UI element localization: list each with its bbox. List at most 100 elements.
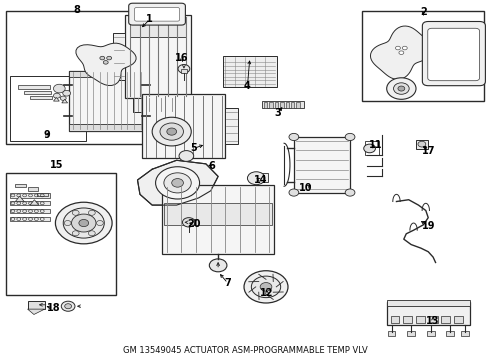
Polygon shape [370, 26, 432, 79]
Circle shape [88, 231, 95, 236]
Circle shape [345, 134, 355, 140]
Bar [37, 193, 48, 196]
Bar [225, 108, 238, 144]
Circle shape [103, 60, 108, 64]
Bar [294, 137, 350, 193]
Text: 17: 17 [421, 145, 435, 156]
Circle shape [289, 134, 299, 140]
Bar [296, 102, 300, 108]
Circle shape [387, 78, 416, 99]
Bar [291, 102, 294, 108]
Text: 13: 13 [426, 316, 440, 325]
Circle shape [179, 150, 194, 161]
Bar [69, 71, 145, 131]
Circle shape [289, 189, 299, 196]
Text: 2: 2 [420, 7, 427, 17]
Bar [416, 316, 425, 323]
Circle shape [364, 144, 375, 153]
Circle shape [63, 208, 104, 238]
Text: 7: 7 [224, 278, 231, 288]
Bar [184, 219, 196, 225]
Circle shape [178, 64, 190, 73]
Circle shape [53, 93, 60, 98]
Circle shape [53, 84, 65, 93]
Circle shape [152, 117, 191, 146]
Circle shape [79, 220, 89, 226]
Bar [24, 91, 51, 94]
Circle shape [182, 218, 195, 227]
Bar [461, 331, 469, 336]
Text: 1: 1 [147, 14, 153, 24]
Bar [10, 201, 49, 206]
Circle shape [398, 86, 405, 91]
Bar [362, 12, 485, 101]
Text: 14: 14 [254, 175, 268, 185]
Bar [130, 17, 186, 37]
FancyBboxPatch shape [428, 28, 480, 81]
Polygon shape [30, 200, 39, 205]
Circle shape [55, 202, 112, 244]
Text: 3: 3 [275, 108, 282, 118]
Bar [403, 316, 412, 323]
Bar [270, 102, 273, 108]
Text: 9: 9 [44, 130, 50, 140]
Bar [388, 331, 395, 336]
Bar [10, 209, 49, 213]
Circle shape [167, 128, 176, 135]
FancyBboxPatch shape [135, 8, 179, 21]
Bar [133, 98, 184, 112]
Bar [280, 102, 284, 108]
Circle shape [100, 56, 105, 60]
Circle shape [63, 90, 71, 96]
FancyBboxPatch shape [129, 3, 185, 25]
Bar [10, 76, 86, 140]
Bar [250, 173, 269, 182]
Circle shape [393, 83, 409, 94]
Bar [407, 331, 415, 336]
Bar [262, 101, 304, 108]
Circle shape [399, 51, 404, 54]
Circle shape [345, 189, 355, 196]
Circle shape [60, 96, 66, 100]
Circle shape [73, 231, 79, 236]
Text: 11: 11 [369, 140, 383, 150]
Bar [113, 33, 125, 80]
Bar [162, 185, 274, 253]
Bar [416, 140, 428, 149]
Circle shape [72, 214, 96, 232]
Bar [454, 316, 463, 323]
Bar [286, 102, 289, 108]
Circle shape [107, 56, 112, 60]
Polygon shape [62, 99, 68, 103]
Bar [441, 316, 450, 323]
FancyBboxPatch shape [422, 22, 486, 86]
Text: 5: 5 [190, 143, 197, 153]
Text: 10: 10 [299, 183, 313, 193]
Text: 8: 8 [73, 5, 80, 15]
Circle shape [209, 259, 227, 272]
Circle shape [164, 173, 191, 193]
Text: 18: 18 [47, 303, 60, 314]
Text: 6: 6 [208, 161, 215, 171]
Bar [5, 12, 147, 144]
Bar [446, 331, 454, 336]
Polygon shape [27, 309, 45, 315]
Circle shape [402, 46, 407, 50]
Polygon shape [53, 98, 59, 101]
Circle shape [251, 276, 281, 298]
Bar [27, 187, 38, 191]
Bar [387, 300, 470, 306]
Bar [18, 85, 49, 89]
Circle shape [88, 210, 95, 215]
Circle shape [395, 46, 400, 50]
Bar [27, 301, 45, 309]
Text: 15: 15 [50, 160, 64, 170]
Circle shape [418, 141, 426, 147]
Circle shape [172, 179, 183, 187]
Bar [10, 193, 49, 198]
Bar [69, 124, 145, 131]
Text: 20: 20 [187, 219, 200, 229]
Bar [387, 302, 470, 325]
Text: 16: 16 [175, 53, 188, 63]
Bar [264, 102, 268, 108]
